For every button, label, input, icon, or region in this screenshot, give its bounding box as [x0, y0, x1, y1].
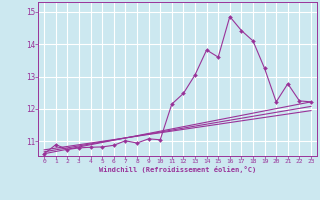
X-axis label: Windchill (Refroidissement éolien,°C): Windchill (Refroidissement éolien,°C)	[99, 166, 256, 173]
